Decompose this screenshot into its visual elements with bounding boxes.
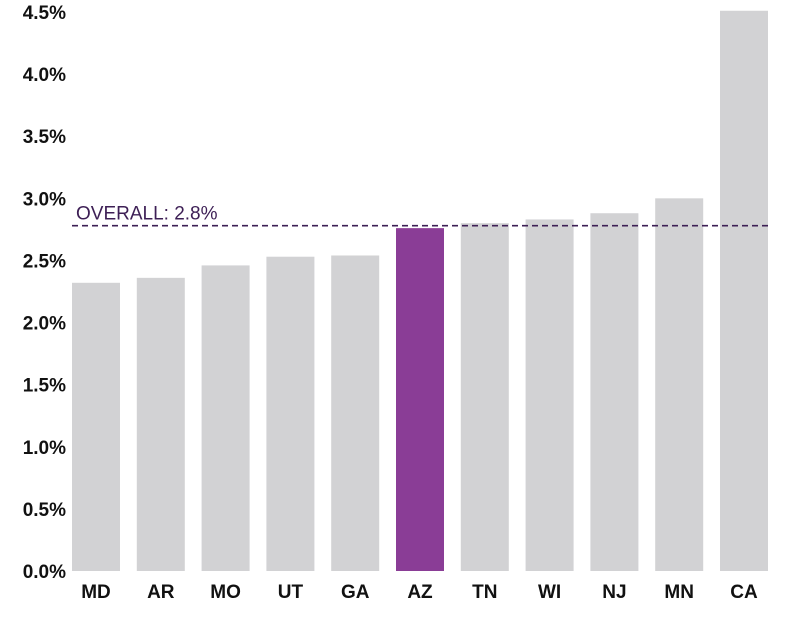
y-tick-label: 0.0% [23, 562, 66, 583]
x-tick-label: MN [664, 582, 694, 603]
y-tick-label: 4.0% [23, 65, 66, 86]
y-tick-label: 0.5% [23, 500, 66, 521]
bar-ca [720, 10, 768, 572]
bar-ar [136, 277, 185, 571]
x-tick-label: TN [472, 582, 497, 603]
x-tick-label: UT [278, 582, 304, 603]
x-tick-label: AR [147, 582, 175, 603]
overall-label: OVERALL: 2.8% [76, 204, 218, 225]
y-tick-label: 3.0% [23, 189, 66, 210]
bar-ga [331, 255, 380, 571]
y-tick-label: 4.5% [23, 3, 66, 24]
bar-mn [655, 198, 704, 572]
bar-md [72, 282, 120, 571]
bar-ut [266, 256, 315, 571]
x-tick-label: CA [730, 582, 758, 603]
bar-mo [201, 265, 250, 571]
y-tick-label: 3.5% [23, 127, 66, 148]
x-tick-label: NJ [602, 582, 626, 603]
x-tick-label: WI [538, 582, 561, 603]
y-tick-label: 2.5% [23, 251, 66, 272]
x-tick-label: GA [341, 582, 370, 603]
bar-nj [590, 213, 639, 572]
bar-wi [525, 219, 574, 571]
bar-az [396, 228, 444, 571]
x-tick-label: MO [210, 582, 241, 603]
y-tick-label: 1.5% [23, 376, 66, 397]
y-tick-label: 1.0% [23, 438, 66, 459]
x-tick-label: AZ [407, 582, 433, 603]
x-tick-label: MD [81, 582, 111, 603]
y-tick-label: 2.0% [23, 314, 66, 335]
bar-tn [460, 223, 509, 571]
